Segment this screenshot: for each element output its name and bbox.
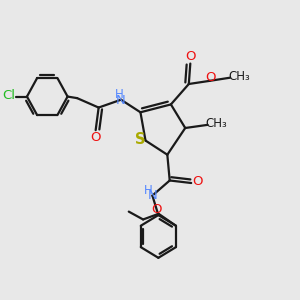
Text: CH₃: CH₃ [206, 117, 227, 130]
Text: O: O [185, 50, 196, 63]
Text: Cl: Cl [3, 89, 16, 102]
Text: CH₃: CH₃ [228, 70, 250, 83]
Text: O: O [91, 131, 101, 144]
Text: H: H [115, 88, 124, 101]
Text: N: N [148, 189, 157, 203]
Text: O: O [151, 202, 161, 216]
Text: O: O [205, 71, 216, 84]
Text: O: O [193, 175, 203, 188]
Text: H: H [144, 184, 153, 197]
Text: N: N [116, 94, 126, 107]
Text: S: S [135, 132, 146, 147]
